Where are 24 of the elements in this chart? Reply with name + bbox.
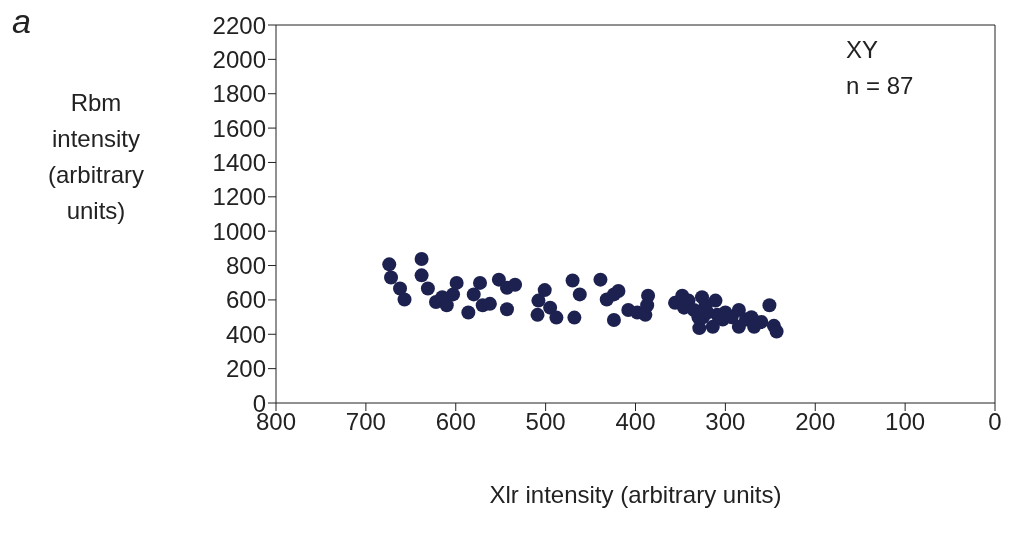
x-tick-label: 400 (615, 408, 656, 436)
y-tick-label: 200 (225, 355, 266, 383)
text: a (12, 2, 31, 41)
y-tick-label: 800 (225, 252, 266, 280)
x-tick-label: 200 (795, 408, 836, 436)
annotation: XY (846, 36, 879, 64)
x-tick-label: 600 (435, 408, 476, 436)
x-tick-label: 0 (988, 408, 1002, 436)
y-tick-label: 1600 (212, 114, 266, 142)
y-tick-label: 2200 (212, 11, 266, 39)
annotation: n = 87 (846, 72, 914, 100)
x-tick-label: 500 (525, 408, 566, 436)
y-tick-label: 600 (225, 286, 266, 314)
y-tick-label: 400 (225, 320, 266, 348)
y-tick-label: 1400 (212, 148, 266, 176)
y-tick-label: 1000 (212, 217, 266, 245)
x-tick-label: 100 (885, 408, 926, 436)
y-tick-label: 2000 (212, 45, 266, 73)
y-tick-label: 1800 (212, 80, 266, 108)
x-tick-label: 300 (705, 408, 746, 436)
y-tick-label: 1200 (212, 183, 266, 211)
x-tick-label: 700 (345, 408, 386, 436)
x-axis-title: Xlr intensity (arbitrary units) (489, 481, 782, 508)
y-axis-title: Rbm intensity (arbitrary units) (47, 89, 145, 224)
